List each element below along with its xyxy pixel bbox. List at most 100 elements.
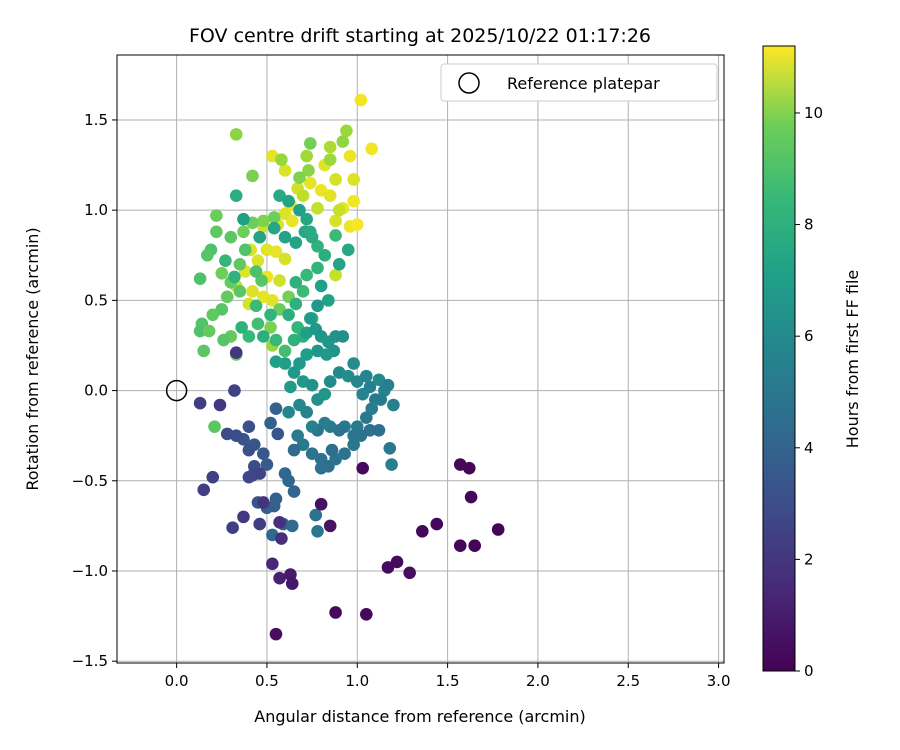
y-tick-label: −0.5: [72, 472, 108, 490]
data-point: [266, 557, 279, 571]
data-point: [314, 279, 328, 293]
data-point: [296, 438, 310, 451]
data-point: [360, 607, 373, 621]
data-point: [300, 348, 313, 361]
data-point: [304, 312, 317, 325]
data-point: [329, 229, 342, 242]
data-point: [287, 366, 301, 379]
data-point: [305, 420, 319, 433]
data-point: [341, 369, 355, 383]
x-tick-label: 0.0: [165, 672, 189, 690]
data-point: [285, 577, 299, 590]
data-point: [220, 290, 234, 304]
data-point: [228, 270, 241, 284]
data-point: [257, 214, 270, 228]
data-point: [289, 297, 303, 311]
data-points: [193, 93, 505, 641]
data-point: [336, 135, 350, 148]
data-point: [202, 324, 216, 338]
data-point: [354, 429, 368, 442]
data-point: [332, 257, 346, 271]
colorbar-tick-label: 6: [804, 327, 814, 345]
data-point: [226, 521, 239, 534]
data-point: [329, 268, 342, 282]
data-point: [220, 427, 234, 441]
data-point: [275, 153, 288, 166]
data-point: [197, 483, 211, 497]
data-point: [318, 387, 332, 401]
data-point: [217, 333, 230, 347]
data-point: [365, 142, 379, 156]
y-tick-label: 1.0: [84, 201, 108, 219]
x-tick-label: 1.0: [345, 672, 369, 690]
data-point: [273, 303, 286, 316]
data-point: [347, 194, 360, 208]
legend: Reference platepar: [440, 63, 718, 102]
data-point: [329, 606, 342, 619]
data-point: [311, 344, 324, 358]
data-point: [347, 173, 360, 186]
data-point: [273, 189, 286, 203]
colorbar-ticks: 0 2 4 6 8 10: [795, 104, 823, 680]
plot-frame: [116, 54, 725, 664]
data-point: [314, 497, 328, 511]
data-point: [336, 330, 350, 343]
data-point: [464, 490, 478, 504]
data-point: [325, 443, 339, 457]
data-point: [253, 230, 267, 244]
data-point: [311, 299, 324, 313]
data-point: [340, 124, 353, 138]
data-point: [304, 176, 317, 190]
data-point: [293, 171, 306, 184]
x-axis-ticks: 0.0 0.5 1.0 1.5 2.0 2.5 3.0: [165, 663, 731, 690]
data-point: [242, 420, 256, 433]
data-point: [282, 405, 295, 419]
data-point: [287, 443, 301, 457]
data-point: [193, 396, 207, 410]
data-point: [215, 303, 229, 316]
data-point: [269, 355, 283, 369]
data-point: [311, 524, 324, 538]
data-point: [318, 248, 332, 262]
y-tick-label: −1.5: [72, 652, 108, 670]
data-point: [193, 324, 207, 338]
data-point: [305, 447, 319, 461]
data-point: [229, 346, 243, 359]
x-tick-label: 3.0: [707, 672, 731, 690]
data-point: [269, 333, 283, 347]
data-point: [323, 140, 337, 154]
data-point: [210, 209, 223, 222]
data-point: [372, 373, 386, 387]
data-point: [237, 225, 250, 239]
data-point: [251, 254, 265, 267]
data-point: [311, 261, 324, 275]
data-point: [390, 555, 404, 569]
data-point: [296, 285, 310, 298]
data-point: [273, 274, 286, 287]
data-point: [260, 458, 274, 471]
data-point: [273, 571, 286, 585]
data-point: [264, 416, 277, 430]
data-point: [372, 423, 386, 437]
colorbar-tick-label: 8: [804, 216, 814, 234]
data-point: [453, 539, 467, 553]
data-point: [278, 252, 292, 266]
data-point: [293, 398, 306, 412]
colorbar-gradient: [762, 45, 796, 672]
grid-lines: [117, 55, 724, 663]
data-point: [206, 308, 220, 322]
data-point: [229, 128, 243, 141]
data-point: [350, 375, 364, 388]
data-point: [314, 461, 328, 475]
data-point: [293, 203, 306, 217]
data-point: [462, 461, 476, 475]
data-point: [249, 265, 263, 278]
data-point: [356, 461, 369, 475]
y-tick-label: −1.0: [72, 562, 108, 580]
data-point: [314, 184, 328, 197]
data-point: [300, 149, 313, 163]
data-point: [341, 243, 355, 257]
x-axis-label: Angular distance from reference (arcmin): [254, 707, 585, 726]
data-point: [387, 398, 400, 412]
data-point: [238, 243, 252, 257]
